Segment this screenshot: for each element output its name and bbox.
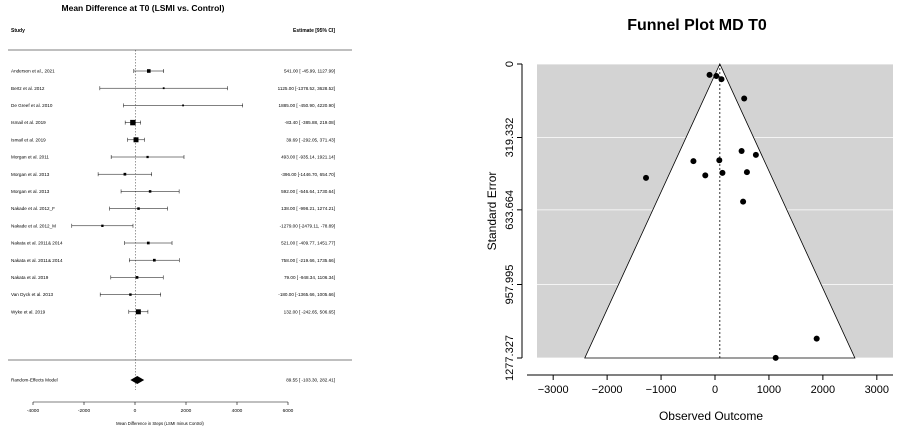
- study-point: [146, 69, 151, 73]
- summary-estimate-text: 89.55 [ -103.30, 282.41]: [286, 378, 335, 383]
- study-estimate-text: 1885.00 [ -450.90, 4220.90]: [279, 103, 335, 108]
- funnel-point: [643, 174, 650, 181]
- study-point: [182, 104, 184, 107]
- study-estimate-text: 758.00 [ -219.66, 1735.66]: [281, 258, 335, 263]
- study-point: [133, 137, 139, 143]
- study-label: Anderson et al., 2021: [11, 69, 55, 74]
- y-tick-label: 0: [504, 61, 516, 67]
- study-estimate-text: 79.00 [ -948.34, 1106.34]: [284, 275, 335, 280]
- x-tick-label: -4000: [27, 408, 40, 414]
- funnel-y-ticks: 0 319.332 633.664 957.995 1277.327: [504, 61, 522, 381]
- funnel-point: [813, 335, 820, 342]
- x-tick-label: −1000: [646, 384, 677, 396]
- funnel-x-ticks: −3000 −2000 −1000 0 1000 2000 3000: [538, 375, 889, 396]
- summary-diamond: [130, 376, 145, 384]
- study-label: De Greef et al. 2010: [11, 103, 53, 108]
- funnel-point: [713, 72, 720, 79]
- funnel-title: Funnel Plot MD T0: [627, 17, 767, 34]
- study-point: [137, 207, 140, 210]
- x-tick-label: 2000: [181, 408, 192, 414]
- y-tick-label: 957.995: [504, 265, 516, 305]
- study-estimate-text: 138.00 [ -998.21, 1274.21]: [281, 206, 335, 211]
- study-point: [135, 276, 139, 279]
- funnel-point: [738, 148, 745, 155]
- study-label: Morgan et al. 2011: [11, 155, 49, 160]
- study-label: Nakata et al. 2019: [11, 275, 49, 280]
- study-estimate-text: -396.00 [-1446.70, 654.70]: [281, 172, 335, 177]
- x-tick-label: −3000: [538, 384, 569, 396]
- forest-rows: Anderson et al., 2021 541.00 [ -45.99, 11…: [11, 69, 335, 315]
- study-label: Nakata et al. 2011& 2014: [11, 258, 63, 263]
- study-label: Nakata et al. 2011& 2014: [11, 241, 63, 246]
- study-estimate-text: 541.00 [ -45.99, 1127.99]: [284, 69, 335, 74]
- study-point: [130, 119, 136, 126]
- funnel-x-label: Observed Outcome: [659, 409, 763, 423]
- study-point: [123, 172, 127, 176]
- study-point: [101, 224, 104, 227]
- study-label: Wyke et al. 2019: [11, 309, 46, 314]
- funnel-point: [702, 172, 709, 179]
- funnel-point: [690, 158, 697, 165]
- study-label: Morgan et al. 2013: [11, 172, 50, 177]
- forest-study-header: Study: [11, 28, 25, 34]
- study-point: [152, 258, 156, 262]
- x-tick-label: 2000: [811, 384, 835, 396]
- funnel-point: [772, 354, 779, 361]
- study-label: Ismail et al. 2019: [11, 137, 46, 142]
- funnel-point: [719, 169, 726, 176]
- forest-x-ticks: -4000 -2000 0 2000 4000 6000: [27, 402, 294, 414]
- study-point: [129, 293, 132, 296]
- y-tick-label: 1277.327: [504, 335, 516, 381]
- x-tick-label: 4000: [232, 408, 243, 414]
- forest-title: Mean Difference at T0 (LSMI vs. Control): [62, 3, 225, 13]
- funnel-point: [716, 157, 723, 164]
- x-tick-label: -2000: [78, 408, 91, 414]
- funnel-point: [706, 71, 713, 78]
- study-label: Van Dyck et al. 2013: [11, 292, 53, 297]
- funnel-point: [718, 76, 725, 83]
- forest-x-label: Mean Difference in Steps (LSMI minus Con…: [116, 421, 204, 426]
- study-estimate-text: -180.00 [-1365.66, 1005.66]: [278, 292, 335, 297]
- funnel-points: [643, 71, 820, 361]
- x-tick-label: 1000: [757, 384, 781, 396]
- x-tick-label: 6000: [283, 408, 294, 414]
- x-tick-label: 3000: [865, 384, 889, 396]
- study-estimate-text: 1125.00 [-1378.52, 3628.52]: [278, 86, 335, 91]
- study-point: [146, 155, 149, 159]
- funnel-plot: Funnel Plot MD T0 −3000 −2000 −1000 0 1000 20…: [485, 17, 893, 423]
- funnel-point: [741, 95, 748, 102]
- study-point: [146, 241, 150, 245]
- study-point: [135, 309, 141, 315]
- funnel-point: [743, 169, 750, 176]
- study-label: Nakade et al. 2012_F: [11, 206, 55, 211]
- funnel-y-label: Standard Error: [485, 172, 499, 251]
- funnel-point: [740, 198, 747, 205]
- study-label: Morgan et al. 2013: [11, 189, 50, 194]
- study-estimate-text: 132.00 [ -242.65, 506.65]: [284, 309, 335, 314]
- study-label: Bertz et al. 2012: [11, 86, 45, 91]
- study-point: [162, 87, 165, 90]
- y-tick-label: 319.332: [504, 118, 516, 158]
- x-tick-label: −2000: [592, 384, 623, 396]
- summary-label: Random-Effects Model: [11, 378, 58, 383]
- study-estimate-text: 521.00 [ -409.77, 1451.77]: [281, 241, 335, 246]
- study-point: [148, 190, 152, 193]
- study-estimate-text: 493.00 [ -935.14, 1921.14]: [281, 155, 335, 160]
- funnel-point: [752, 151, 759, 158]
- y-tick-label: 633.664: [504, 190, 516, 230]
- study-estimate-text: -1279.00 [-2479.11, -78.89]: [280, 223, 335, 228]
- forest-plot: Mean Difference at T0 (LSMI vs. Control)…: [8, 3, 352, 426]
- x-tick-label: 0: [712, 384, 718, 396]
- study-label: Ismail et al. 2019: [11, 120, 46, 125]
- forest-estimate-header: Estimate [95% CI]: [293, 28, 335, 34]
- forest-summary: Random-Effects Model 89.55 [ -103.30, 282…: [11, 376, 335, 384]
- study-label: Nakade et al. 2012_M: [11, 223, 56, 228]
- study-estimate-text: 39.69 [ -292.05, 371.43]: [286, 137, 335, 142]
- x-tick-label: 0: [134, 408, 137, 414]
- study-estimate-text: 592.00 [ -546.64, 1730.64]: [281, 189, 335, 194]
- study-estimate-text: -83.40 [ -385.88, 219.08]: [285, 120, 335, 125]
